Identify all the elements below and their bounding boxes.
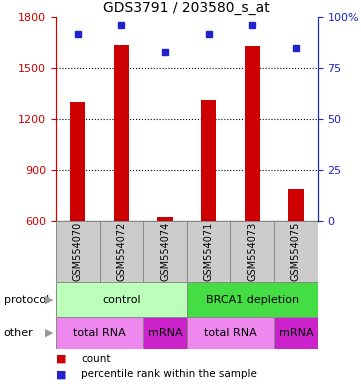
Text: mRNA: mRNA [148, 328, 182, 338]
Bar [70, 102, 86, 221]
Bar [56, 282, 187, 317]
Text: protocol: protocol [4, 295, 49, 305]
Text: GSM554074: GSM554074 [160, 222, 170, 281]
Text: ■: ■ [56, 369, 66, 379]
Bar [157, 217, 173, 221]
Text: total RNA: total RNA [73, 328, 126, 338]
Text: GSM554071: GSM554071 [204, 222, 214, 281]
Bar [100, 221, 143, 282]
Text: GSM554073: GSM554073 [247, 222, 257, 281]
Text: ■: ■ [56, 354, 66, 364]
Text: mRNA: mRNA [279, 328, 313, 338]
Bar [201, 100, 216, 221]
Text: GSM554072: GSM554072 [116, 222, 126, 281]
Bar [274, 317, 318, 349]
Bar [56, 221, 100, 282]
Text: percentile rank within the sample: percentile rank within the sample [81, 369, 257, 379]
Bar [56, 317, 143, 349]
Text: control: control [102, 295, 141, 305]
Bar [274, 221, 318, 282]
Bar [230, 221, 274, 282]
Bar [187, 221, 230, 282]
Text: other: other [4, 328, 33, 338]
Text: BRCA1 depletion: BRCA1 depletion [206, 295, 299, 305]
Text: GSM554070: GSM554070 [73, 222, 83, 281]
Bar [187, 282, 318, 317]
Text: count: count [81, 354, 111, 364]
Text: ▶: ▶ [44, 295, 53, 305]
Bar [245, 46, 260, 221]
Bar [114, 45, 129, 221]
Text: total RNA: total RNA [204, 328, 257, 338]
Bar [187, 317, 274, 349]
Bar [143, 221, 187, 282]
Text: ▶: ▶ [44, 328, 53, 338]
Bar [143, 317, 187, 349]
Title: GDS3791 / 203580_s_at: GDS3791 / 203580_s_at [104, 1, 270, 15]
Bar [288, 189, 304, 221]
Text: GSM554075: GSM554075 [291, 222, 301, 281]
